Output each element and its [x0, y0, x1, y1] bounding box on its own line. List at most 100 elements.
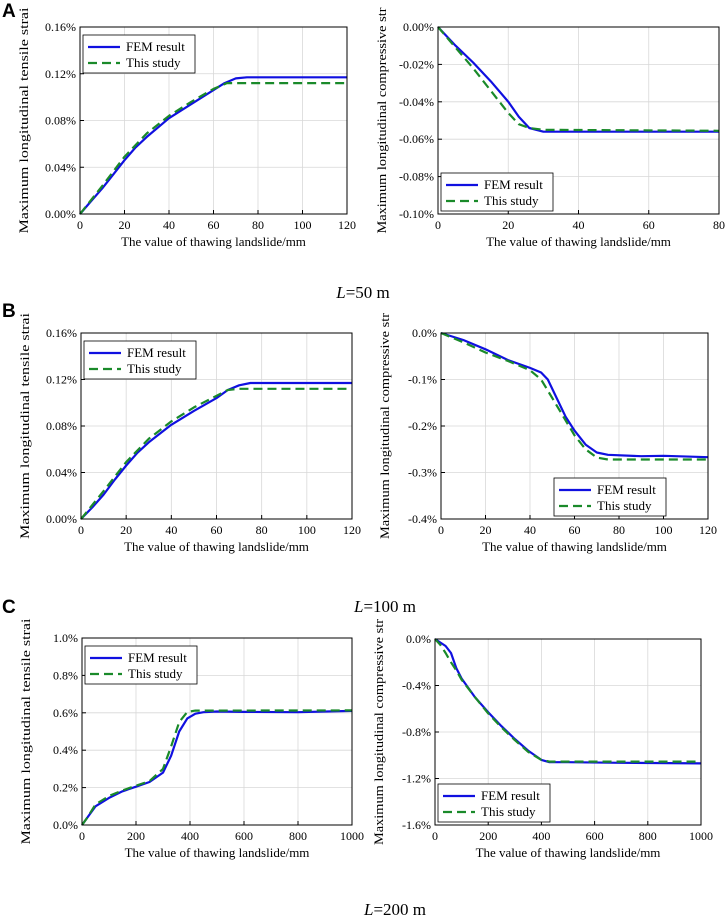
charts-layer: 0 20 40 60 80 100 120 0.00% 0.04% 0.08% 0.12% 0.16%… — [16, 7, 725, 860]
chart-b-tensile-ylabel: Maximum longitudinal tensile strai — [17, 313, 32, 539]
chart-a-tensile-legend-box — [82, 34, 196, 74]
chart-b-tensile-ytick-label: 0.00% — [46, 512, 77, 526]
chart-a-compressive-ytick-label: -0.10% — [399, 207, 434, 221]
chart-c-compressive-xtick-label: 400 — [532, 829, 550, 843]
chart-b-tensile-legend-label-study: This study — [127, 361, 182, 376]
chart-c-compressive-ytick-label: -0.8% — [402, 725, 431, 739]
chart-a-tensile-ytick-label: 0.04% — [45, 160, 76, 174]
chart-b-compressive-legend-label-fem: FEM result — [597, 482, 656, 497]
chart-a-tensile-legend-label-study: This study — [126, 55, 181, 70]
chart-a-tensile: 0 20 40 60 80 100 120 0.00% 0.04% 0.08% 0.12% 0.16%… — [16, 7, 356, 249]
caption-b: L=100 m — [353, 597, 416, 616]
caption-a-rest: =50 m — [346, 283, 390, 302]
chart-a-compressive-ytick-label: -0.02% — [399, 57, 434, 71]
chart-b-compressive-xtick-label: 60 — [569, 523, 581, 537]
chart-a-tensile-series-study — [79, 82, 347, 215]
chart-b-compressive-legend-label-study: This study — [597, 498, 652, 513]
chart-c-compressive-ytick-label: -0.4% — [402, 679, 431, 693]
chart-c-tensile-legend-label-fem: FEM result — [128, 650, 187, 665]
caption-a-var: L — [335, 283, 345, 302]
caption-c-var: L — [363, 900, 373, 919]
caption-b-rest: =100 m — [363, 597, 416, 616]
chart-c-compressive-xtick-label: 600 — [586, 829, 604, 843]
chart-a-tensile-xtick-label: 80 — [252, 218, 264, 232]
caption-b-var: L — [353, 597, 363, 616]
chart-b-compressive-xtick-label: 40 — [524, 523, 536, 537]
chart-a-compressive: 0 20 40 60 80 0.00% -0.02% -0.04% -0.06% -0.08% -0… — [374, 7, 725, 249]
chart-c-tensile-legend-box — [84, 645, 198, 685]
chart-b-compressive-series-study — [440, 331, 708, 461]
chart-c-compressive-xtick-label: 200 — [479, 829, 497, 843]
chart-c-tensile-series-fem — [81, 709, 353, 826]
chart-b-tensile-ytick-label: 0.04% — [46, 466, 77, 480]
chart-a-compressive-xtick-label: 40 — [573, 218, 585, 232]
panel-label-b: B — [2, 301, 16, 322]
chart-b-compressive-ylabel: Maximum longitudinal compressive str — [377, 312, 392, 539]
chart-b-tensile-series-fem — [80, 381, 352, 520]
chart-b-tensile: 0 20 40 60 80 100 120 0.00% 0.04% 0.08% 0.12% 0.16%… — [17, 313, 361, 554]
chart-b-compressive-xtick-label: 100 — [655, 523, 673, 537]
chart-a-compressive-xtick-label: 0 — [435, 218, 441, 232]
chart-c-compressive-series-study — [434, 638, 701, 763]
chart-b-compressive-ytick-label: -0.3% — [408, 466, 437, 480]
chart-a-tensile-series-fem — [79, 76, 347, 215]
chart-c-compressive-ytick-label: 0.0% — [406, 632, 431, 646]
chart-b-compressive-ytick-label: -0.4% — [408, 512, 437, 526]
chart-a-compressive-ytick-label: -0.06% — [399, 132, 434, 146]
chart-a-compressive-legend-label-fem: FEM result — [484, 177, 543, 192]
chart-c-tensile-xtick-label: 600 — [235, 829, 253, 843]
chart-b-compressive-xtick-label: 120 — [699, 523, 717, 537]
chart-c-tensile-ylabel: Maximum longitudinal tensile strai — [18, 618, 33, 844]
chart-c-compressive-legend-label-study: This study — [481, 804, 536, 819]
chart-c-tensile-xtick-label: 200 — [127, 829, 145, 843]
chart-a-tensile-xtick-label: 0 — [77, 218, 83, 232]
chart-b-tensile-series-study — [80, 387, 352, 520]
chart-c-tensile-series-study — [81, 709, 353, 826]
chart-c-tensile-ytick-label: 1.0% — [53, 631, 78, 645]
chart-b-tensile-xtick-label: 120 — [343, 523, 361, 537]
chart-b-tensile-ytick-label: 0.08% — [46, 419, 77, 433]
chart-b-compressive-ytick-label: -0.2% — [408, 419, 437, 433]
chart-b-tensile-xlabel: The value of thawing landslide/mm — [124, 539, 309, 554]
chart-a-tensile-xtick-label: 60 — [208, 218, 220, 232]
chart-a-compressive-ytick-label: -0.08% — [399, 170, 434, 184]
chart-b-tensile-xtick-label: 20 — [120, 523, 132, 537]
chart-c-compressive: 0 200 400 600 800 1000 0.0% -0.4% -0.8% -1.2% -1.6… — [371, 618, 713, 860]
chart-a-tensile-xtick-label: 100 — [294, 218, 312, 232]
chart-c-compressive-xtick-label: 800 — [639, 829, 657, 843]
chart-a-tensile-ytick-label: 0.12% — [45, 67, 76, 81]
chart-c-tensile-ytick-label: 0.0% — [53, 818, 78, 832]
chart-c-compressive-ytick-label: -1.6% — [402, 818, 431, 832]
chart-c-tensile-ytick-label: 0.8% — [53, 668, 78, 682]
chart-b-tensile-legend-label-fem: FEM result — [127, 345, 186, 360]
chart-c-compressive-legend-label-fem: FEM result — [481, 788, 540, 803]
chart-c-tensile-ytick-label: 0.2% — [53, 781, 78, 795]
chart-a-compressive-ylabel: Maximum longitudinal compressive str — [374, 7, 389, 234]
chart-c-tensile-ytick-label: 0.4% — [53, 743, 78, 757]
chart-b-compressive-series-fem — [440, 331, 709, 459]
chart-a-compressive-legend-label-study: This study — [484, 193, 539, 208]
chart-b-tensile-xtick-label: 100 — [298, 523, 316, 537]
chart-b-compressive-ytick-label: 0.0% — [412, 326, 437, 340]
chart-c-tensile-xtick-label: 800 — [289, 829, 307, 843]
chart-a-compressive-xtick-label: 20 — [502, 218, 514, 232]
chart-c-compressive-ytick-label: -1.2% — [402, 772, 431, 786]
chart-b-tensile-xtick-label: 60 — [211, 523, 223, 537]
caption-a: L=50 m — [335, 283, 390, 302]
chart-b-compressive-ytick-label: -0.1% — [408, 373, 437, 387]
chart-a-compressive-xlabel: The value of thawing landslide/mm — [486, 234, 671, 249]
panel-label-c: C — [2, 597, 16, 618]
chart-c-tensile-legend-label-study: This study — [128, 666, 183, 681]
chart-a-compressive-ytick-label: -0.04% — [399, 95, 434, 109]
chart-c-tensile: 0 200 400 600 800 1000 0.0% 0.2% 0.4% 0.6% 0.8% 1.0… — [18, 618, 364, 860]
chart-c-tensile-frame — [81, 637, 353, 826]
chart-a-tensile-ytick-label: 0.08% — [45, 114, 76, 128]
chart-c-compressive-legend-box — [437, 783, 551, 823]
chart-a-tensile-legend-label-fem: FEM result — [126, 39, 185, 54]
chart-a-compressive-xtick-label: 80 — [713, 218, 725, 232]
chart-c-compressive-xtick-label: 1000 — [689, 829, 713, 843]
